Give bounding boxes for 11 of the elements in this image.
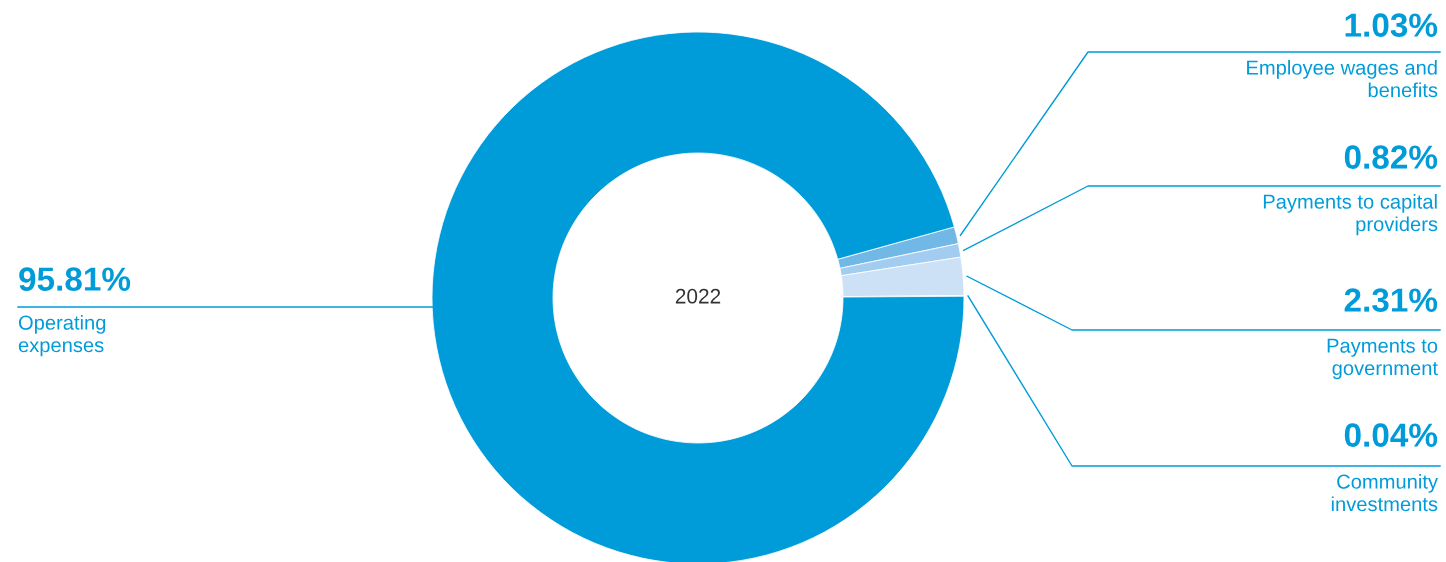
data-label: 0.04% — [1344, 423, 1438, 447]
data-label: 2.31% — [1344, 288, 1438, 312]
slice-label: Operating expenses — [18, 315, 106, 357]
slice-label: Payments to government — [1327, 338, 1438, 380]
text: 2022 — [675, 288, 721, 304]
slice-label: Employee wages and benefits — [1247, 60, 1438, 98]
data-label: 95.81% — [19, 267, 131, 291]
slice-label: Community investments — [1331, 474, 1438, 512]
data-label: 0.82% — [1344, 145, 1438, 169]
data-label: 1.03% — [1345, 13, 1438, 37]
slice-label: Payments to capital providers — [1263, 194, 1438, 236]
